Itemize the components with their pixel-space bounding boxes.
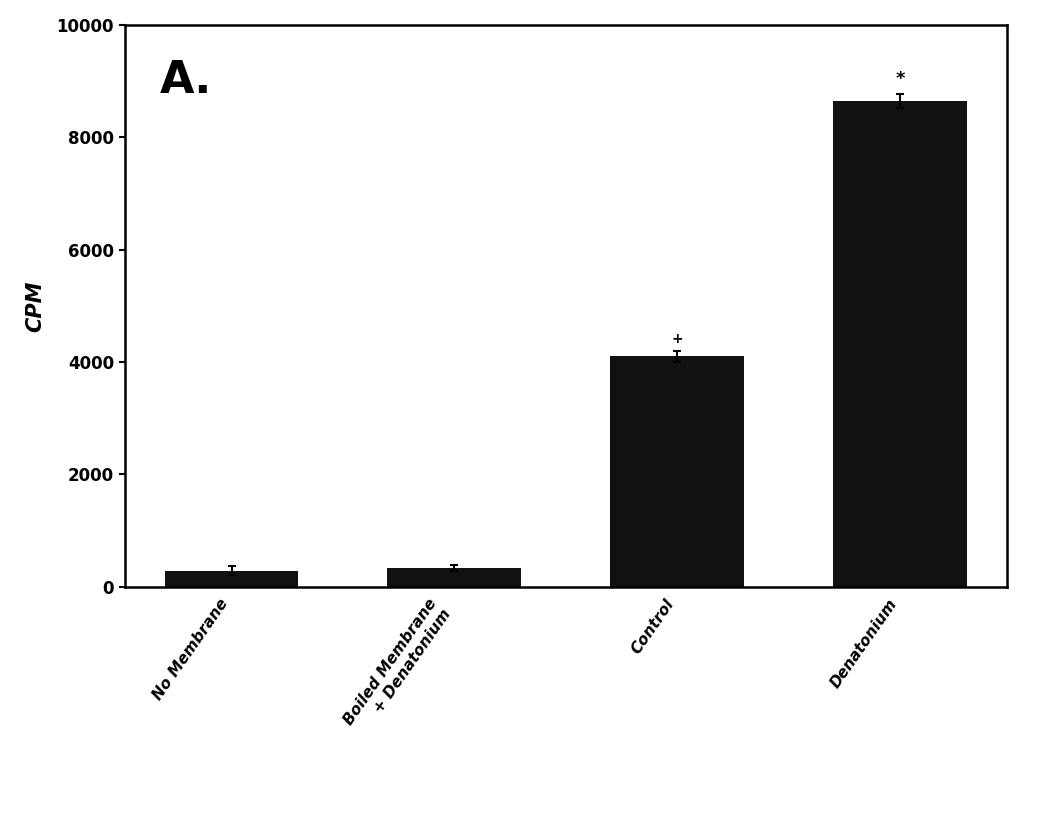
Bar <box>165 571 298 587</box>
Text: A.: A. <box>160 59 212 102</box>
Bar <box>387 568 521 587</box>
Text: *: * <box>895 70 905 88</box>
Bar <box>834 101 966 587</box>
Bar <box>610 356 744 587</box>
Text: +: + <box>672 333 683 346</box>
Y-axis label: CPM: CPM <box>26 280 46 332</box>
